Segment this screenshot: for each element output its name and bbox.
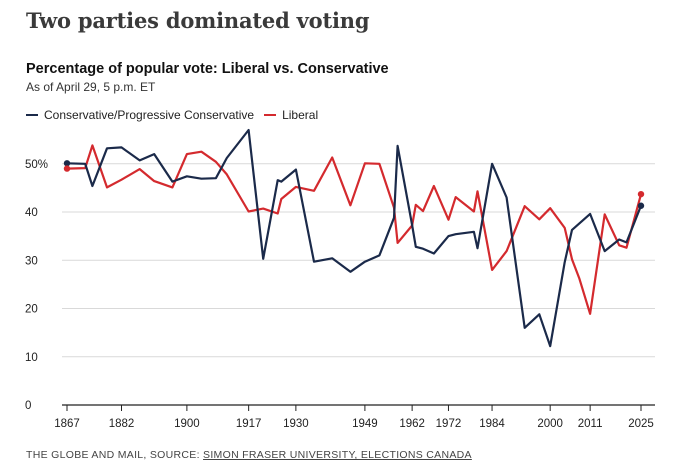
y-tick-label-10: 10 [25, 352, 38, 364]
end-point-liberal [637, 190, 645, 198]
source-link[interactable]: SIMON FRASER UNIVERSITY, ELECTIONS CANAD… [203, 449, 472, 461]
y-tick-label-50: 50% [25, 159, 48, 171]
x-tick-label-2000: 2000 [537, 418, 563, 430]
x-tick-label-1917: 1917 [236, 418, 262, 430]
legend-label-conservative: Conservative/Progressive Conservative [44, 108, 255, 122]
x-tick-label-2025: 2025 [628, 418, 654, 430]
series-line-conservative [65, 128, 643, 348]
x-tick-label-1900: 1900 [174, 418, 200, 430]
x-tick-label-1972: 1972 [436, 418, 462, 430]
legend: Conservative/Progressive Conservative Li… [26, 108, 328, 122]
end-point-conservative [637, 202, 645, 209]
x-tick-label-1984: 1984 [479, 418, 505, 430]
legend-swatch-conservative [26, 113, 38, 117]
x-tick-label-1949: 1949 [352, 418, 378, 430]
y-tick-label-0: 0 [25, 400, 31, 412]
headline: Two parties dominated voting [26, 8, 370, 33]
legend-swatch-liberal [264, 113, 277, 117]
footer-source: THE GLOBE AND MAIL, SOURCE: SIMON FRASER… [26, 449, 472, 461]
legend-item-liberal: Liberal [264, 108, 318, 122]
y-tick-label-40: 40 [25, 207, 38, 219]
y-tick-label-20: 20 [25, 304, 38, 316]
x-tick-label-1867: 1867 [54, 418, 80, 430]
legend-label-liberal: Liberal [282, 108, 319, 122]
x-tick-label-1962: 1962 [399, 418, 425, 430]
chart-title: Percentage of popular vote: Liberal vs. … [26, 61, 389, 77]
legend-item-conservative: Conservative/Progressive Conservative [26, 108, 254, 122]
y-tick-label-30: 30 [25, 255, 38, 267]
x-tick-label-2011: 2011 [578, 418, 603, 430]
start-point-conservative [63, 160, 71, 167]
chart-subtitle: As of April 29, 5 p.m. ET [26, 80, 156, 94]
footer-prefix: THE GLOBE AND MAIL, SOURCE: [26, 449, 204, 461]
series-line-liberal [65, 144, 643, 315]
x-tick-label-1930: 1930 [283, 418, 309, 430]
x-tick-label-1882: 1882 [109, 418, 135, 430]
start-point-liberal [63, 165, 71, 172]
